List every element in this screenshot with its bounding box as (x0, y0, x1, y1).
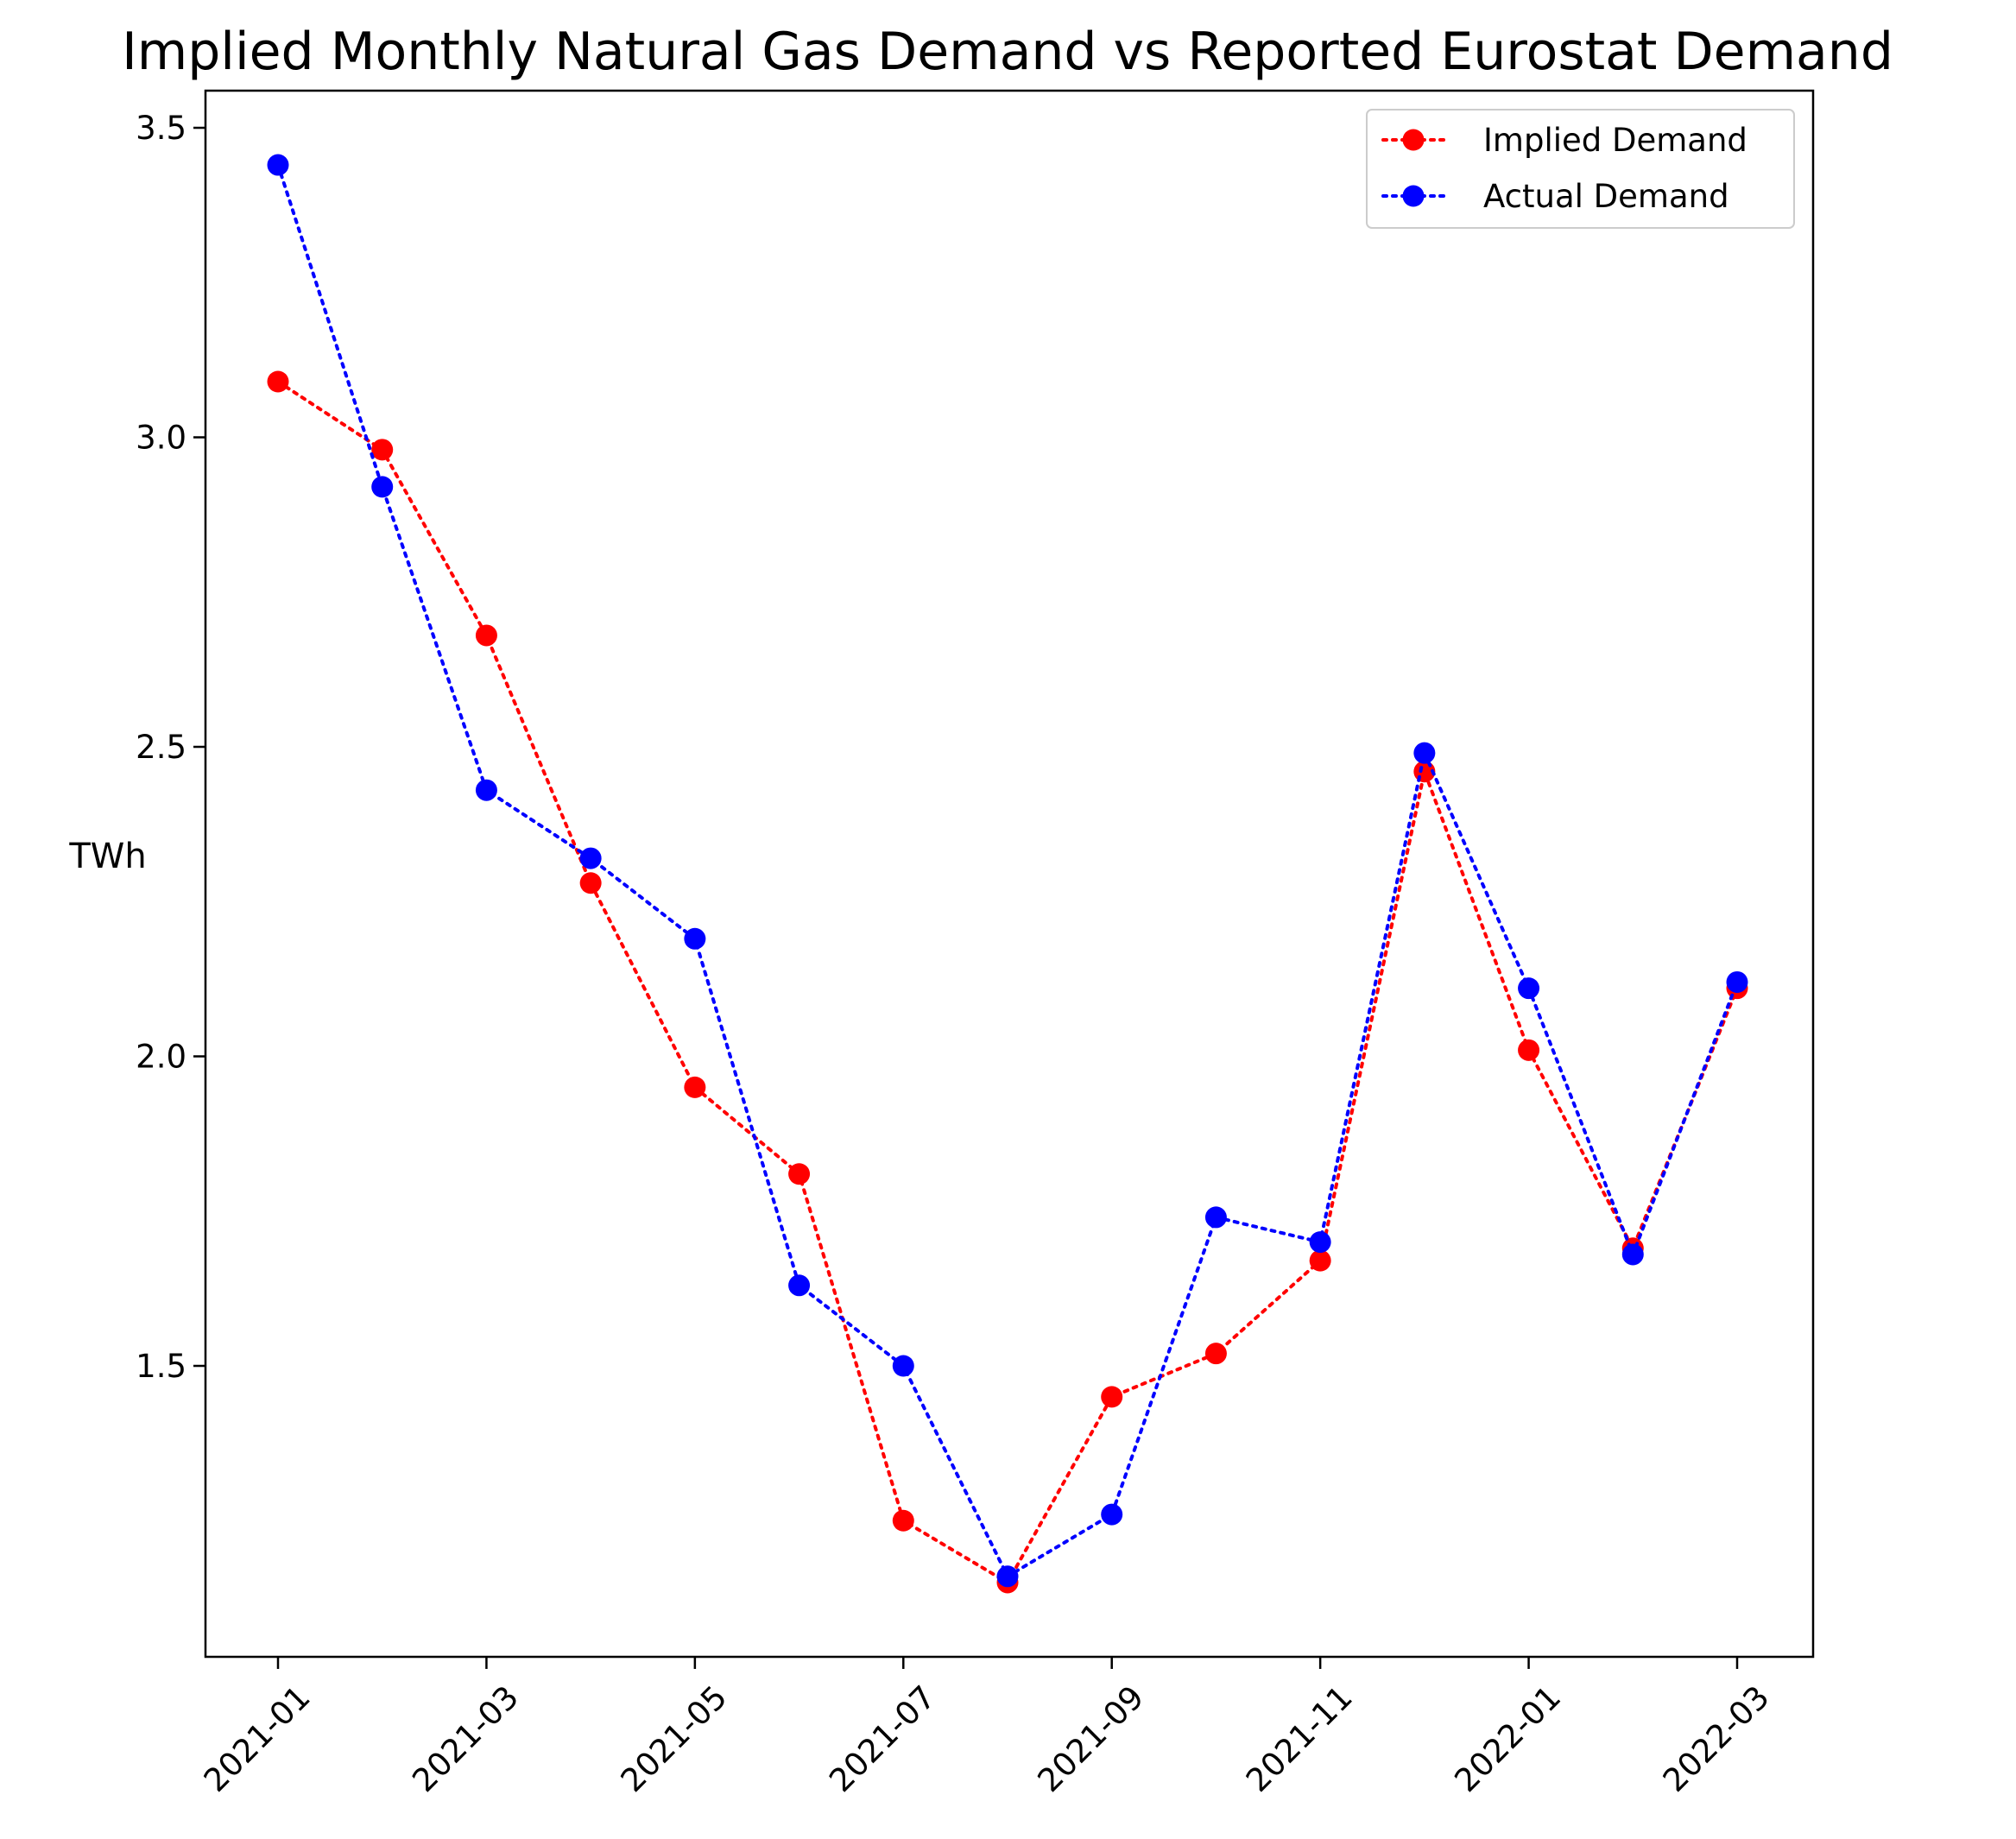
y-axis-label: TWh (68, 837, 146, 876)
data-point (1413, 742, 1436, 764)
data-point (892, 1509, 914, 1532)
data-point (996, 1565, 1019, 1588)
data-point (1101, 1503, 1123, 1526)
data-point (579, 847, 602, 869)
data-point (684, 1076, 706, 1098)
y-tick-label: 3.5 (136, 110, 186, 147)
x-tick-label: 2022-03 (1656, 1678, 1777, 1799)
data-point (892, 1355, 914, 1377)
data-point (1518, 977, 1540, 1000)
x-tick-label: 2022-01 (1447, 1678, 1568, 1799)
x-tick-label: 2021-07 (822, 1678, 943, 1799)
data-point (1204, 1343, 1227, 1365)
chart-title: Implied Monthly Natural Gas Demand vs Re… (122, 22, 1893, 82)
data-point (1101, 1386, 1123, 1408)
data-point (684, 927, 706, 950)
series-actual-demand (267, 154, 1748, 1588)
data-point (579, 872, 602, 894)
x-axis-ticks: 2021-01 2021-03 2021-05 2021-07 2021-09 2021-… (197, 1657, 1777, 1799)
legend-entry: Implied Demand (1381, 122, 1747, 159)
legend-marker (1402, 185, 1425, 207)
data-point (475, 624, 497, 647)
data-point (788, 1163, 811, 1185)
x-tick-label: 2021-09 (1031, 1678, 1152, 1799)
legend-label: Implied Demand (1483, 122, 1747, 159)
data-point (475, 779, 497, 801)
y-tick-label: 1.5 (136, 1348, 186, 1385)
data-point (788, 1274, 811, 1297)
data-point (371, 476, 394, 498)
x-tick-label: 2021-11 (1239, 1678, 1360, 1799)
data-point (267, 154, 289, 176)
legend: Implied Demand Actual Demand (1366, 109, 1795, 229)
y-tick-label: 2.0 (136, 1039, 186, 1076)
x-tick-label: 2021-01 (197, 1678, 318, 1799)
x-tick-label: 2021-03 (405, 1678, 526, 1799)
data-point (1621, 1243, 1644, 1266)
data-point (1204, 1206, 1227, 1229)
legend-marker (1402, 129, 1425, 151)
series-layer (267, 154, 1748, 1594)
legend-entry: Actual Demand (1381, 178, 1729, 215)
data-point (1518, 1039, 1540, 1061)
x-tick-label: 2021-05 (614, 1678, 735, 1799)
series-line (276, 163, 1739, 1579)
y-tick-label: 3.0 (136, 420, 186, 457)
legend-label: Actual Demand (1483, 178, 1729, 215)
series-line (276, 380, 1739, 1585)
data-point (1726, 970, 1748, 993)
data-point (1309, 1249, 1331, 1272)
y-axis-ticks: 1.5 2.0 2.5 3.0 3.5 (136, 110, 205, 1385)
data-point (267, 370, 289, 393)
data-point (1309, 1231, 1331, 1254)
legend-box (1366, 109, 1795, 229)
plot-area-frame (204, 89, 1815, 1659)
data-point (371, 439, 394, 461)
y-tick-label: 2.5 (136, 729, 186, 766)
